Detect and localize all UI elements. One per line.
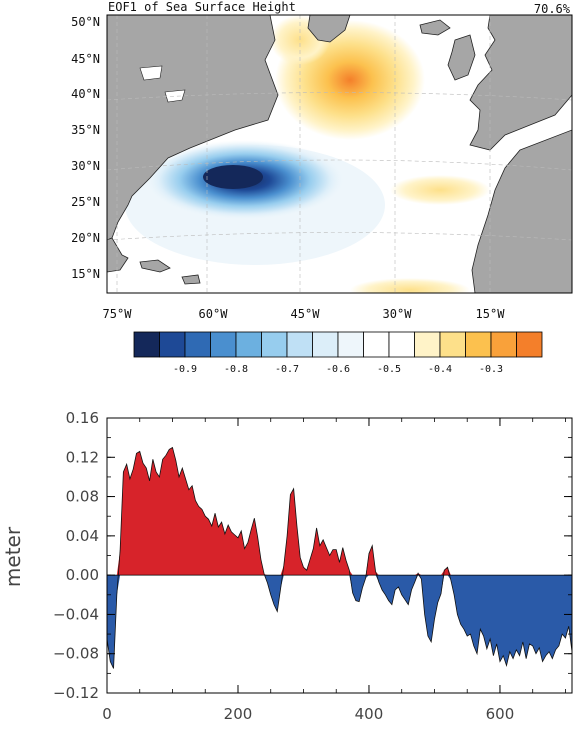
lon-label: 75°W — [103, 307, 133, 321]
lat-label: 35°N — [71, 123, 100, 137]
lat-label: 40°N — [71, 87, 100, 101]
colorbar-box — [210, 331, 237, 358]
colorbar-box — [465, 331, 492, 358]
lat-label: 20°N — [71, 231, 100, 245]
colorbar-label: -0.9 — [173, 364, 197, 375]
y-tick-label: 0.04 — [66, 527, 99, 545]
y-tick-label: −0.08 — [53, 645, 99, 663]
x-tick-label: 600 — [486, 705, 515, 723]
colorbar-box — [133, 331, 160, 358]
lat-label: 25°N — [71, 195, 100, 209]
colorbar-box — [490, 331, 517, 358]
y-tick-label: 0.16 — [66, 409, 99, 427]
colorbar-box — [235, 331, 262, 358]
colorbar-box — [388, 331, 415, 358]
y-tick-label: 0.00 — [66, 566, 99, 584]
negative-anomaly-core — [203, 165, 263, 189]
colorbar-box — [363, 331, 390, 358]
africa-land — [471, 129, 572, 293]
british-isles-land — [447, 34, 476, 81]
lon-label: 60°W — [199, 307, 229, 321]
iceland-land — [419, 19, 451, 36]
positive-area — [107, 447, 572, 576]
colorbar-box — [286, 331, 313, 358]
colorbar-box — [159, 331, 186, 358]
positive-anomaly-south — [350, 278, 470, 293]
cuba-land — [139, 259, 171, 273]
colorbar-label: -0.3 — [479, 364, 503, 375]
colorbar-box — [516, 331, 543, 358]
variance-label: 70.6% — [533, 2, 570, 16]
x-tick-label: 0 — [102, 705, 112, 723]
time-series-panel: −0.12 −0.08 −0.04 0.00 0.04 0.08 0.12 0.16 0 200 4… — [1, 409, 573, 723]
colorbar-box — [261, 331, 288, 358]
positive-anomaly-east — [390, 175, 490, 205]
x-tick-label: 400 — [355, 705, 384, 723]
colorbar-label: -0.7 — [275, 364, 299, 375]
colorbar-box — [312, 331, 339, 358]
lat-label: 45°N — [71, 52, 100, 66]
colorbar-label: -0.4 — [428, 364, 452, 375]
y-tick-label: 0.08 — [66, 488, 99, 506]
colorbar-labels: -0.9 -0.8 -0.7 -0.6 -0.5 -0.4 -0.3 — [173, 364, 503, 375]
map-title: EOF1 of Sea Surface Height — [108, 0, 296, 14]
lon-label: 30°W — [383, 307, 413, 321]
lat-label: 30°N — [71, 159, 100, 173]
map-axis-labels: 50°N 45°N 40°N 35°N 30°N 25°N 20°N 15°N … — [71, 15, 505, 321]
colorbar-label: -0.5 — [377, 364, 401, 375]
colorbar — [133, 331, 543, 358]
colorbar-label: -0.6 — [326, 364, 350, 375]
colorbar-box — [184, 331, 211, 358]
graticule — [107, 15, 572, 293]
negative-area — [107, 575, 572, 669]
colorbar-box — [337, 331, 364, 358]
series-line — [106, 446, 573, 669]
y-tick-label: −0.04 — [53, 605, 99, 623]
map-frame — [106, 14, 573, 294]
lon-label: 45°W — [291, 307, 321, 321]
colorbar-box — [414, 331, 441, 358]
great-lakes — [139, 65, 186, 103]
y-tick-label: −0.12 — [53, 684, 99, 702]
hispaniola-land — [181, 274, 201, 285]
x-tick-label: 200 — [224, 705, 253, 723]
greenland-land — [307, 15, 351, 43]
lon-label: 15°W — [476, 307, 506, 321]
time-series-axes: −0.12 −0.08 −0.04 0.00 0.04 0.08 0.12 0.16 0 200 4… — [53, 409, 573, 723]
florida-land — [107, 237, 129, 273]
y-axis-label: meter — [1, 526, 25, 587]
y-tick-label: 0.12 — [66, 448, 99, 466]
time-series-fill — [106, 446, 573, 669]
colorbar-label: -0.8 — [224, 364, 248, 375]
lat-label: 50°N — [71, 15, 100, 29]
lat-label: 15°N — [71, 267, 100, 281]
map-panel — [106, 14, 573, 294]
europe-land — [469, 15, 572, 151]
colorbar-box — [439, 331, 466, 358]
